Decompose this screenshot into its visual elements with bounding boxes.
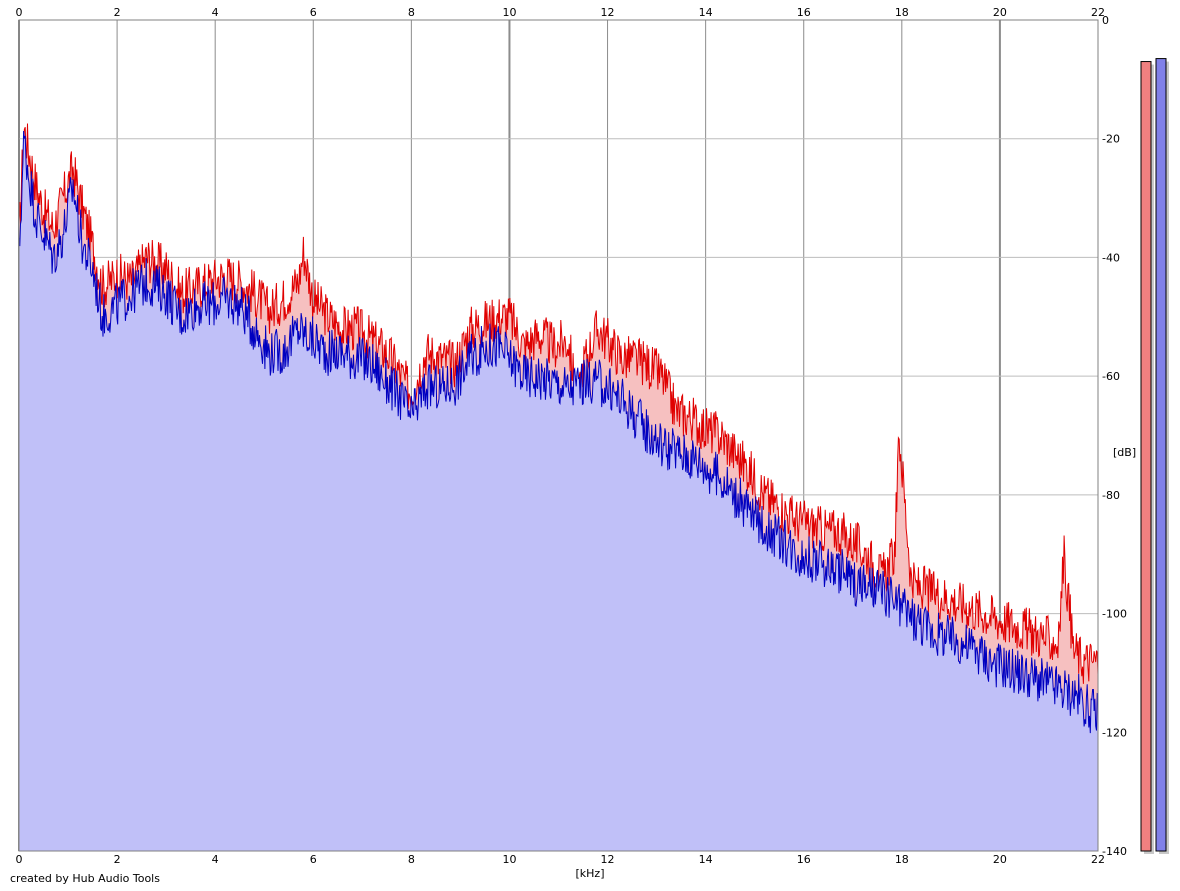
credit-text: created by Hub Audio Tools — [10, 872, 160, 885]
y-tick-label: 0 — [1102, 14, 1109, 27]
y-tick-label: -80 — [1102, 489, 1120, 502]
x-tick-label-bottom: 6 — [310, 853, 317, 866]
x-tick-label-top: 0 — [16, 6, 23, 19]
x-tick-label-bottom: 16 — [797, 853, 811, 866]
x-tick-label-bottom: 10 — [502, 853, 516, 866]
y-tick-label: -100 — [1102, 608, 1127, 621]
x-tick-label-bottom: 20 — [993, 853, 1007, 866]
x-tick-label-bottom: 22 — [1091, 853, 1105, 866]
x-tick-label-top: 2 — [114, 6, 121, 19]
x-tick-label-bottom: 4 — [212, 853, 219, 866]
x-tick-label-top: 18 — [895, 6, 909, 19]
x-axis-label: [kHz] — [576, 867, 605, 880]
x-tick-label-top: 14 — [699, 6, 713, 19]
x-tick-label-bottom: 8 — [408, 853, 415, 866]
x-tick-label-bottom: 18 — [895, 853, 909, 866]
x-tick-label-top: 12 — [601, 6, 615, 19]
level-meter-bar — [1155, 58, 1167, 852]
x-tick-label-bottom: 12 — [601, 853, 615, 866]
y-axis-label: [dB] — [1113, 446, 1136, 459]
level-meters — [1140, 58, 1169, 855]
x-tick-label-top: 10 — [502, 6, 516, 19]
x-tick-label-top: 16 — [797, 6, 811, 19]
y-tick-label: -140 — [1102, 845, 1127, 858]
plot-frame — [18, 19, 1099, 852]
x-tick-label-bottom: 14 — [699, 853, 713, 866]
axes: 002244668810101212141416161818202022220-… — [16, 6, 1127, 866]
x-tick-label-top: 6 — [310, 6, 317, 19]
x-tick-label-top: 20 — [993, 6, 1007, 19]
series-line — [18, 123, 1099, 684]
y-tick-label: -60 — [1102, 370, 1120, 383]
y-tick-label: -40 — [1102, 251, 1120, 264]
x-tick-label-top: 8 — [408, 6, 415, 19]
series-area — [19, 131, 1098, 851]
x-tick-label-bottom: 2 — [114, 853, 121, 866]
y-tick-label: -20 — [1102, 133, 1120, 146]
x-tick-label-top: 22 — [1091, 6, 1105, 19]
x-tick-label-bottom: 0 — [16, 853, 23, 866]
y-tick-label: -120 — [1102, 726, 1127, 739]
series-line — [18, 130, 1099, 734]
level-meter-bar — [1140, 61, 1152, 852]
x-tick-label-top: 4 — [212, 6, 219, 19]
series-layer — [18, 123, 1099, 851]
